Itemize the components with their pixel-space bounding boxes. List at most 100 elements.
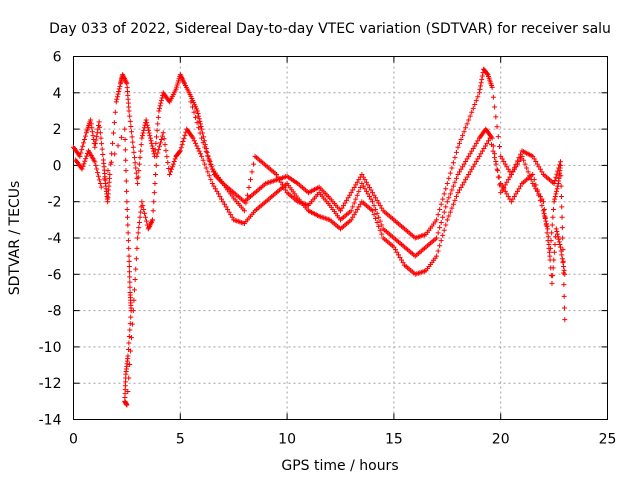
data-point-fill (374, 219, 380, 225)
data-point (194, 108, 200, 114)
data-point-fill (507, 174, 513, 180)
data-point (466, 171, 472, 177)
x-axis-label: GPS time / hours (281, 458, 398, 474)
data-point-fill (554, 231, 560, 237)
data-point (562, 317, 568, 323)
data-point-fill (178, 145, 184, 151)
data-point-fill (522, 161, 528, 167)
data-point-fill (116, 89, 122, 95)
data-point-fill (435, 230, 441, 236)
data-point (147, 135, 153, 141)
data-point-fill (457, 187, 463, 193)
y-tick-label: 2 (53, 122, 62, 138)
data-point-fill (206, 157, 212, 163)
data-point-fill (452, 197, 458, 203)
data-point-fill (485, 138, 491, 144)
data-point-fill (490, 148, 496, 154)
data-point-fill (161, 136, 167, 142)
data-point (508, 199, 514, 205)
data-point-fill (537, 166, 543, 172)
data-point-fill (557, 241, 563, 247)
data-point-fill (172, 156, 178, 162)
grid-layer (73, 56, 608, 420)
data-point-fill (123, 178, 129, 184)
data-point-fill (177, 149, 183, 155)
data-point-fill (125, 222, 131, 228)
data-point-fill (134, 245, 140, 251)
data-point (498, 153, 504, 159)
data-point-fill (244, 192, 250, 198)
data-point-fill (146, 130, 152, 136)
data-point-fill (377, 218, 383, 224)
data-point-fill (547, 245, 553, 251)
data-point (359, 181, 365, 187)
data-point-fill (461, 179, 467, 185)
data-point-fill (153, 162, 159, 168)
data-point-fill (446, 213, 452, 219)
data-point-fill (99, 141, 105, 147)
data-point-fill (534, 161, 540, 167)
data-point-fill (458, 166, 464, 172)
data-point-fill (490, 94, 496, 100)
data-point (359, 171, 365, 177)
data-point-fill (463, 125, 469, 131)
data-point-fill (552, 196, 558, 202)
data-point-fill (350, 214, 356, 220)
data-point (551, 199, 557, 205)
data-point-fill (283, 187, 289, 193)
data-point-fill (548, 238, 554, 244)
data-point (92, 159, 98, 165)
data-point-fill (93, 162, 99, 168)
data-point-fill (544, 230, 550, 236)
data-point-fill (516, 186, 522, 192)
data-point-fill (473, 98, 479, 104)
data-point-fill (357, 201, 363, 207)
data-point-fill (151, 199, 157, 205)
y-axis-label: SDTVAR / TECUs (7, 181, 23, 296)
data-point (126, 108, 132, 114)
data-point-fill (437, 206, 443, 212)
data-point-fill (90, 133, 96, 139)
data-point-fill (128, 129, 134, 135)
data-point-fill (138, 148, 144, 154)
data-point-fill (479, 73, 485, 79)
data-point-fill (457, 140, 463, 146)
data-point (92, 144, 98, 150)
data-point-fill (149, 143, 155, 149)
data-point-fill (543, 221, 549, 227)
data-point-fill (460, 164, 466, 170)
data-point-fill (112, 109, 118, 115)
data-point-fill (365, 191, 371, 197)
data-point-fill (514, 188, 520, 194)
data-point (122, 126, 128, 132)
data-point-fill (162, 142, 168, 148)
data-point-fill (170, 161, 176, 167)
data-point-fill (354, 192, 360, 198)
data-point-fill (371, 212, 377, 218)
data-point-fill (518, 183, 524, 189)
data-point-fill (556, 165, 562, 171)
data-point (241, 208, 247, 214)
data-point (143, 117, 149, 123)
data-point-fill (543, 218, 549, 224)
data-point-fill (163, 148, 169, 154)
data-point-fill (435, 248, 441, 254)
data-point-fill (139, 133, 145, 139)
data-point-fill (464, 174, 470, 180)
data-point-fill (82, 133, 88, 139)
data-point (530, 171, 536, 177)
data-point (545, 226, 551, 232)
data-point-fill (345, 195, 351, 201)
data-point-fill (132, 160, 138, 166)
data-point-fill (376, 214, 382, 220)
data-point-fill (95, 170, 101, 176)
data-point-fill (511, 194, 517, 200)
data-point-fill (97, 130, 103, 136)
data-point-fill (197, 151, 203, 157)
data-point-fill (110, 130, 116, 136)
data-point-fill (482, 143, 488, 149)
data-point-fill (135, 230, 141, 236)
data-point-fill (542, 216, 548, 222)
data-point-fill (91, 136, 97, 142)
data-point-fill (128, 314, 134, 320)
